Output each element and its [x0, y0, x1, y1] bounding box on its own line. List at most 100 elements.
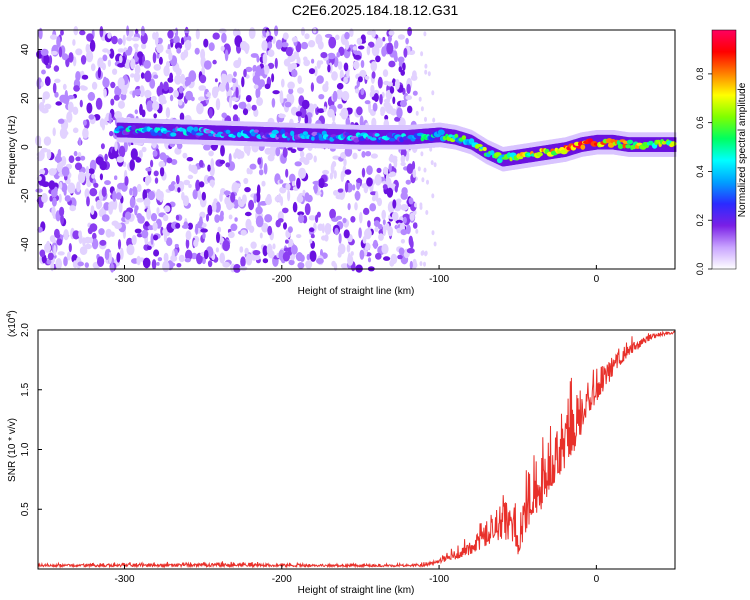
noise-blob [313, 183, 318, 194]
x-tick-label: -300 [114, 574, 134, 585]
noise-blob [214, 214, 220, 223]
noise-blob [279, 186, 287, 194]
noise-blob [251, 104, 257, 111]
noise-blob [248, 199, 255, 211]
noise-blob [219, 214, 224, 222]
noise-blob [315, 214, 319, 223]
noise-blob [378, 229, 383, 235]
noise-blob [184, 258, 191, 263]
noise-blob [176, 68, 182, 76]
noise-blob [91, 238, 99, 250]
noise-blob [66, 111, 73, 123]
noise-blob [234, 148, 240, 157]
noise-blob [374, 174, 382, 186]
noise-blob [371, 71, 376, 79]
noise-blob [313, 155, 317, 163]
noise-blob [425, 210, 429, 215]
noise-blob [152, 101, 160, 111]
noise-blob [310, 234, 315, 239]
noise-blob [59, 181, 63, 190]
ridge-core [220, 133, 228, 137]
noise-blob [90, 205, 95, 216]
noise-blob [266, 243, 273, 256]
noise-blob [181, 224, 189, 229]
noise-blob [117, 38, 123, 45]
noise-blob [354, 190, 361, 201]
noise-blob [178, 85, 184, 94]
noise-blob [412, 222, 418, 229]
noise-blob [40, 48, 49, 56]
noise-blob [88, 168, 95, 175]
noise-blob [113, 94, 120, 101]
noise-blob [361, 151, 366, 158]
noise-blob [166, 157, 173, 164]
noise-blob [245, 66, 253, 73]
noise-blob [119, 247, 124, 260]
noise-blob [178, 254, 185, 263]
noise-blob [234, 217, 238, 222]
noise-blob [390, 253, 398, 265]
noise-blob [305, 260, 313, 269]
noise-blob [171, 249, 175, 262]
noise-blob [423, 167, 427, 173]
noise-blob [415, 110, 419, 116]
noise-blob [186, 157, 194, 162]
noise-blob [367, 257, 372, 263]
noise-blob [316, 60, 321, 69]
noise-blob [100, 143, 105, 150]
noise-blob [310, 82, 314, 92]
noise-blob [99, 239, 107, 246]
noise-blob [245, 95, 252, 103]
noise-blob [202, 232, 206, 240]
noise-blob [352, 60, 360, 70]
noise-blob [335, 194, 344, 200]
noise-blob [211, 86, 219, 99]
noise-blob [168, 51, 173, 61]
noise-blob [129, 196, 136, 208]
noise-blob [169, 94, 174, 102]
noise-blob [177, 99, 183, 106]
noise-blob [75, 48, 83, 56]
noise-blob [267, 41, 273, 49]
noise-blob [55, 233, 61, 239]
noise-blob [56, 162, 64, 173]
noise-blob [58, 193, 62, 203]
y-tick-label: 2.0 [20, 323, 31, 337]
noise-blob [87, 91, 96, 101]
noise-blob [166, 237, 173, 247]
noise-blob [207, 204, 213, 216]
noise-blob [95, 97, 103, 110]
noise-blob [245, 218, 252, 230]
noise-blob [244, 211, 252, 217]
noise-blob [60, 214, 65, 225]
noise-blob [382, 184, 388, 190]
noise-blob [109, 130, 114, 137]
noise-blob [380, 106, 386, 115]
noise-blob [261, 222, 269, 233]
noise-blob [366, 165, 373, 175]
noise-blob [354, 88, 360, 94]
noise-blob [43, 53, 50, 66]
noise-blob [42, 95, 46, 104]
noise-blob [338, 233, 342, 244]
noise-blob [140, 25, 145, 37]
noise-blob [136, 183, 142, 193]
noise-blob [133, 71, 141, 83]
noise-blob [206, 213, 209, 222]
noise-blob [80, 55, 87, 65]
noise-blob [35, 188, 43, 193]
noise-blob [297, 75, 303, 85]
noise-blob [230, 192, 236, 203]
noise-blob [117, 77, 125, 89]
noise-blob [63, 256, 68, 267]
snr-y-multiplier-base: (x10 [7, 317, 18, 337]
y-tick-label: 20 [20, 92, 31, 104]
noise-blob [72, 127, 79, 134]
noise-blob [72, 56, 77, 67]
noise-blob [75, 156, 81, 162]
noise-blob [262, 53, 268, 65]
noise-blob [288, 259, 295, 266]
noise-blob [394, 40, 399, 49]
noise-blob [246, 144, 251, 157]
